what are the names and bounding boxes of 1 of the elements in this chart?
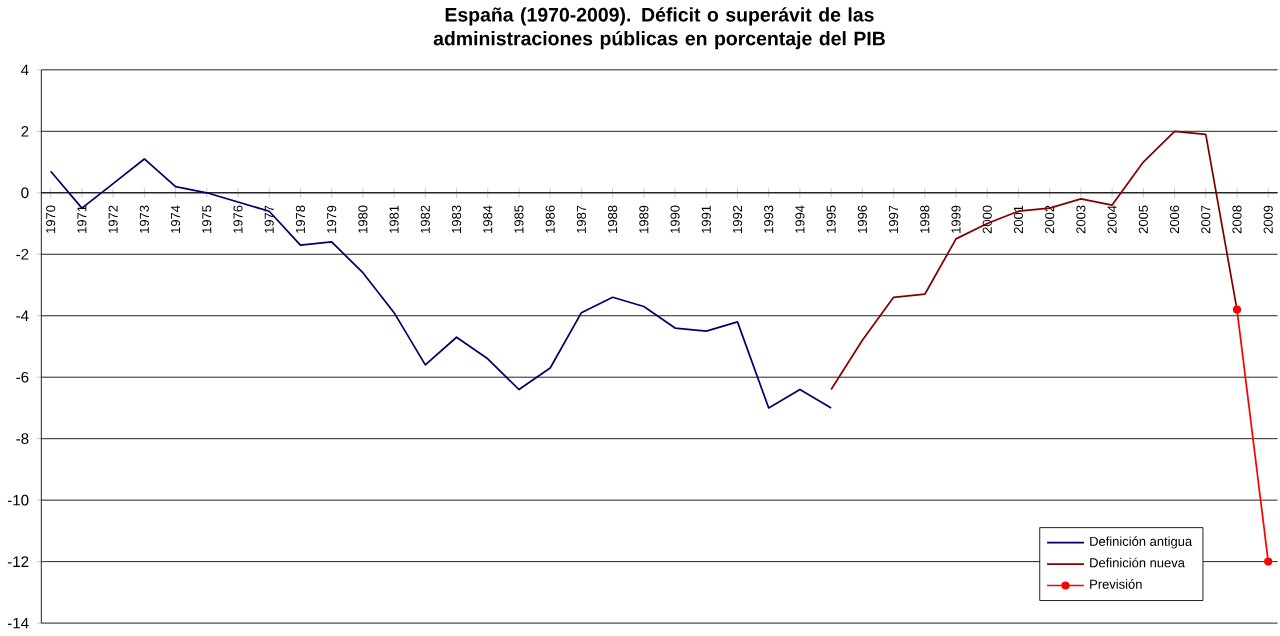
chart-title: España (1970-2009). Déficit o superávit de las administraciones públicas en porcentaje del PIB	[433, 7, 885, 50]
